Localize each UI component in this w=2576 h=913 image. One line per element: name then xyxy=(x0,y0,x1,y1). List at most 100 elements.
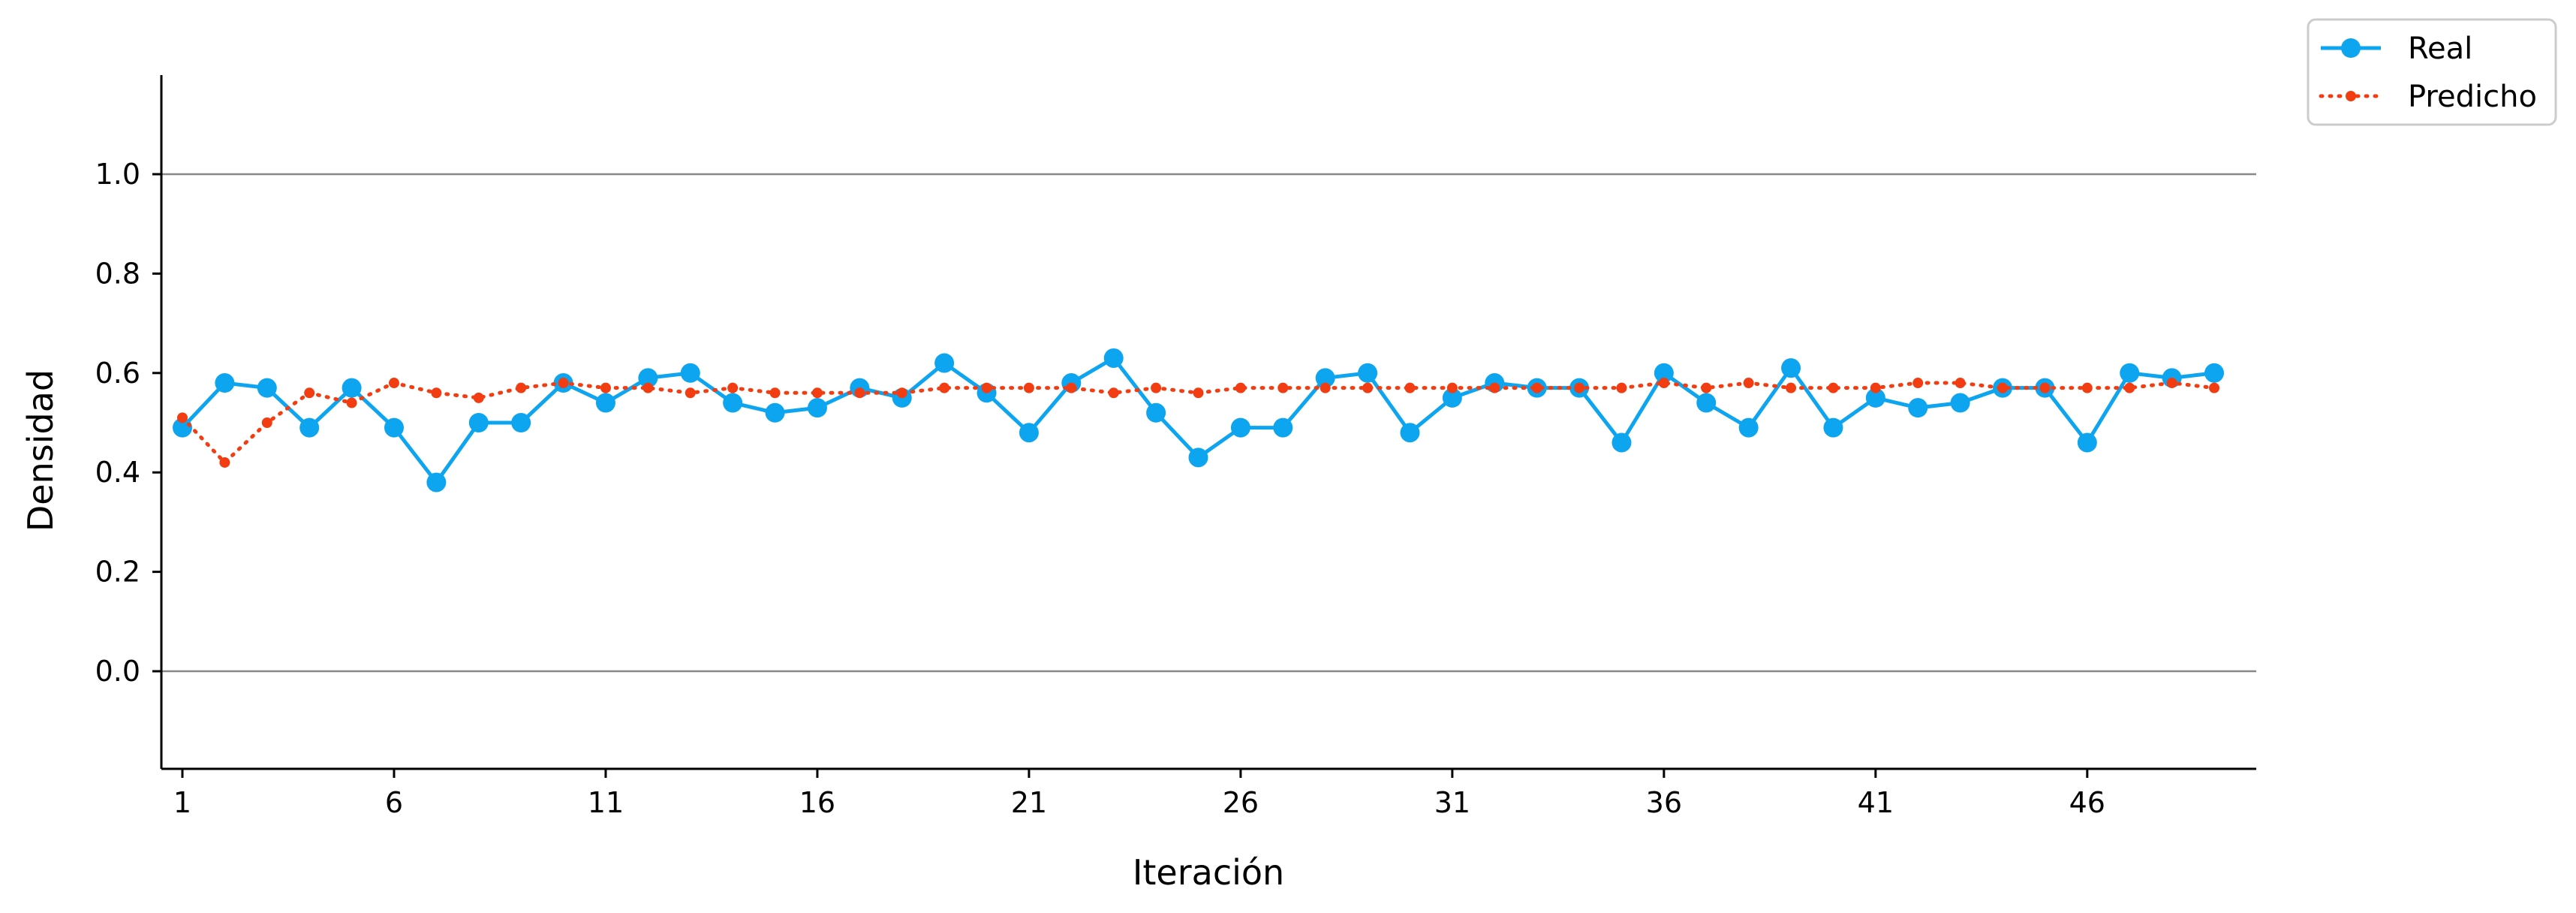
x-tick-label: 6 xyxy=(385,786,403,819)
x-tick-label: 21 xyxy=(1011,786,1047,819)
data-point-real xyxy=(2204,363,2224,383)
data-point-real xyxy=(680,363,700,383)
data-point-predicho xyxy=(2209,382,2219,393)
data-point-real xyxy=(342,378,362,398)
data-point-predicho xyxy=(1320,382,1331,393)
data-point-real xyxy=(215,373,235,393)
data-point-predicho xyxy=(1658,378,1669,389)
data-point-real xyxy=(1358,363,1378,383)
data-point-predicho xyxy=(1616,382,1627,393)
x-tick-label: 11 xyxy=(588,786,624,819)
data-point-real xyxy=(384,417,404,438)
data-point-real xyxy=(2077,432,2097,453)
data-point-predicho xyxy=(1743,378,1754,389)
data-point-predicho xyxy=(1870,382,1881,393)
data-point-predicho xyxy=(1108,387,1119,399)
y-tick-label: 0.6 xyxy=(95,357,140,390)
y-axis-title: Densidad xyxy=(20,369,61,532)
data-point-predicho xyxy=(1955,378,1966,389)
data-point-predicho xyxy=(1997,382,2009,393)
data-point-real xyxy=(1273,417,1293,438)
data-point-predicho xyxy=(431,387,442,399)
data-point-predicho xyxy=(2039,382,2051,393)
data-point-real xyxy=(1442,387,1462,408)
data-point-real xyxy=(1400,423,1420,443)
legend-real-label: Real xyxy=(2408,32,2472,66)
y-ticks: 0.0 0.2 0.4 0.6 0.8 1.0 xyxy=(95,158,161,688)
data-point-predicho xyxy=(1235,382,1246,393)
data-point-predicho xyxy=(1404,382,1416,393)
data-point-real xyxy=(638,368,658,388)
data-point-predicho xyxy=(1362,382,1374,393)
data-point-predicho xyxy=(896,387,907,399)
x-axis-title: Iteración xyxy=(1133,852,1284,893)
x-tick-label: 41 xyxy=(1858,786,1894,819)
data-point-predicho xyxy=(261,417,272,428)
data-point-predicho xyxy=(177,412,188,423)
series-layer xyxy=(173,348,2224,493)
data-point-predicho xyxy=(219,456,230,468)
data-point-predicho xyxy=(1066,382,1077,393)
legend-real-marker xyxy=(2341,38,2361,58)
data-point-real xyxy=(723,393,743,413)
data-point-real xyxy=(1781,358,1801,378)
x-ticks: 1 6 11 16 21 26 31 36 41 46 xyxy=(173,769,2105,819)
legend-predicho-marker xyxy=(2346,91,2356,101)
axes xyxy=(160,75,2256,770)
data-point-real xyxy=(173,417,192,438)
data-point-predicho xyxy=(811,387,823,399)
data-point-predicho xyxy=(1489,382,1500,393)
data-point-predicho xyxy=(685,387,696,399)
y-tick-label: 0.2 xyxy=(95,556,140,589)
x-tick-label: 46 xyxy=(2069,786,2105,819)
data-point-real xyxy=(1654,363,1674,383)
y-tick-label: 0.4 xyxy=(95,456,140,489)
data-point-real xyxy=(934,353,955,373)
y-tick-label: 0.8 xyxy=(95,257,140,290)
data-point-predicho xyxy=(642,382,654,393)
data-point-real xyxy=(1103,348,1124,368)
data-point-predicho xyxy=(1912,378,1924,389)
data-point-real xyxy=(257,378,277,398)
data-point-predicho xyxy=(2166,378,2177,389)
data-point-real xyxy=(807,398,827,418)
legend-box xyxy=(2307,18,2557,126)
data-point-real xyxy=(1738,417,1759,438)
data-point-real xyxy=(426,472,447,493)
data-point-predicho xyxy=(1786,382,1797,393)
data-point-predicho xyxy=(1193,387,1204,399)
data-point-predicho xyxy=(516,382,527,393)
x-tick-label: 1 xyxy=(173,786,191,819)
data-point-predicho xyxy=(769,387,781,399)
data-point-real xyxy=(511,413,531,432)
data-point-predicho xyxy=(388,378,399,389)
data-point-real xyxy=(1950,393,1970,413)
data-point-real xyxy=(1315,368,1335,388)
data-point-predicho xyxy=(346,397,357,408)
data-point-predicho xyxy=(1531,382,1542,393)
y-tick-label: 1.0 xyxy=(95,158,140,191)
data-point-real xyxy=(1188,447,1208,468)
data-point-real xyxy=(1823,417,1843,438)
data-point-predicho xyxy=(473,392,484,403)
data-point-predicho xyxy=(2081,382,2093,393)
data-point-predicho xyxy=(304,387,315,399)
data-point-predicho xyxy=(600,382,611,393)
x-tick-label: 26 xyxy=(1223,786,1259,819)
data-point-predicho xyxy=(1446,382,1458,393)
x-tick-label: 31 xyxy=(1434,786,1470,819)
y-tick-label: 0.0 xyxy=(95,655,140,688)
legend: Real Predicho xyxy=(2307,18,2557,126)
data-point-real xyxy=(1908,398,1928,418)
data-point-predicho xyxy=(1023,382,1034,393)
data-point-predicho xyxy=(2124,382,2135,393)
x-tick-label: 16 xyxy=(799,786,835,819)
x-tick-label: 36 xyxy=(1646,786,1682,819)
data-point-predicho xyxy=(1277,382,1289,393)
legend-predicho-label: Predicho xyxy=(2408,80,2537,114)
data-point-real xyxy=(299,417,320,438)
data-point-predicho xyxy=(1574,382,1585,393)
data-point-real xyxy=(2120,363,2140,383)
data-point-predicho xyxy=(981,382,992,393)
